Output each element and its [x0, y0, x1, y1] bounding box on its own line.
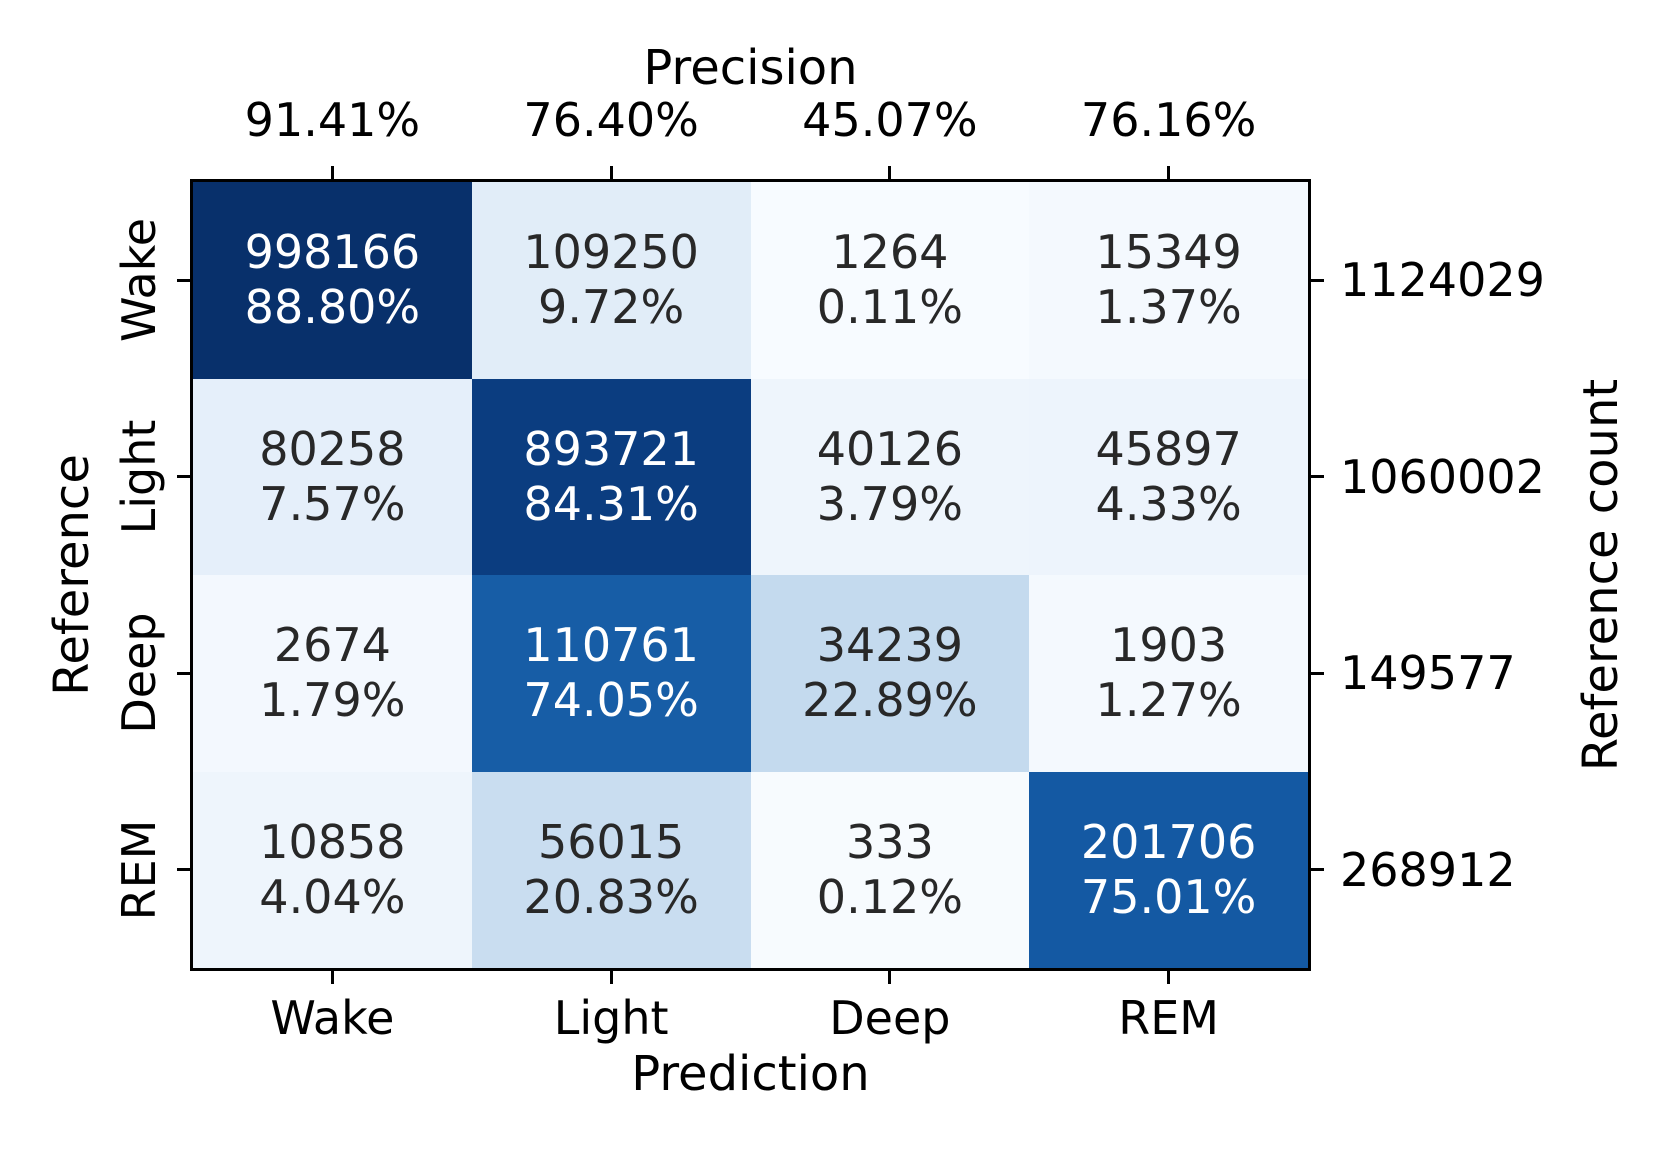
matrix-cell: 201706 75.01%	[1029, 771, 1308, 968]
tick-mark-top	[331, 166, 334, 179]
cell-percent: 3.79%	[816, 476, 963, 531]
cell-percent: 0.11%	[816, 280, 963, 335]
cell-percent: 88.80%	[244, 280, 421, 335]
cell-count: 34239	[816, 618, 964, 673]
cell-count: 110761	[523, 618, 699, 673]
tick-mark-top	[610, 166, 613, 179]
cell-percent: 75.01%	[1080, 869, 1257, 924]
cell-percent: 1.79%	[259, 673, 406, 728]
tick-mark-left	[177, 868, 190, 871]
matrix-cell: 109250 9.72%	[471, 182, 751, 379]
precision-value: 45.07%	[802, 93, 978, 147]
tick-mark-bottom	[1167, 971, 1170, 984]
prediction-labels-row: Wake Light Deep REM	[193, 994, 1308, 1042]
matrix-cell: 10858 4.04%	[193, 771, 472, 968]
cell-count: 109250	[523, 225, 699, 280]
tick-mark-right	[1311, 279, 1324, 282]
matrix-cell: 1903 1.27%	[1029, 575, 1308, 772]
reference-axis-title: Reference	[44, 454, 100, 696]
reference-count-value: 149577	[1340, 646, 1516, 700]
precision-value: 76.16%	[1080, 93, 1257, 147]
tick-mark-bottom	[610, 971, 613, 984]
cell-percent: 1.27%	[1095, 673, 1242, 728]
col-label-light: Light	[553, 991, 669, 1045]
matrix-cell: 56015 20.83%	[471, 771, 751, 968]
confusion-matrix-grid: 998166 88.80% 109250 9.72% 1264 0.11% 15…	[190, 179, 1311, 971]
tick-mark-bottom	[888, 971, 891, 984]
cell-count: 2674	[273, 618, 391, 673]
matrix-cell: 2674 1.79%	[193, 575, 472, 772]
prediction-axis-title: Prediction	[631, 1046, 870, 1102]
tick-mark-bottom	[331, 971, 334, 984]
cell-percent: 22.89%	[802, 673, 978, 728]
cell-percent: 74.05%	[523, 673, 699, 728]
reference-count-axis-title: Reference count	[1573, 378, 1629, 772]
cell-count: 56015	[537, 814, 685, 869]
matrix-cell: 893721 84.31%	[471, 378, 751, 575]
cell-count: 1903	[1110, 618, 1228, 673]
matrix-cell: 1264 0.11%	[750, 182, 1030, 379]
matrix-cell: 110761 74.05%	[471, 575, 751, 772]
cell-percent: 84.31%	[523, 476, 699, 531]
cell-count: 201706	[1080, 814, 1257, 869]
tick-mark-right	[1311, 868, 1324, 871]
row-label-wake: Wake	[112, 217, 166, 343]
tick-mark-left	[177, 475, 190, 478]
cell-count: 333	[845, 814, 934, 869]
cell-count: 10858	[259, 814, 406, 869]
matrix-cell: 45897 4.33%	[1029, 378, 1308, 575]
cell-percent: 9.72%	[538, 280, 685, 335]
matrix-cell: 40126 3.79%	[750, 378, 1030, 575]
cell-percent: 1.37%	[1095, 280, 1242, 335]
tick-mark-right	[1311, 672, 1324, 675]
precision-values-row: 91.41% 76.40% 45.07% 76.16%	[193, 96, 1308, 144]
cell-percent: 4.04%	[259, 869, 406, 924]
tick-mark-left	[177, 279, 190, 282]
cell-count: 80258	[259, 421, 406, 476]
row-label-deep: Deep	[112, 612, 166, 734]
matrix-cell: 333 0.12%	[750, 771, 1030, 968]
matrix-cell: 15349 1.37%	[1029, 182, 1308, 379]
reference-count-value: 268912	[1340, 843, 1516, 897]
col-label-deep: Deep	[829, 991, 951, 1045]
matrix-cell: 34239 22.89%	[750, 575, 1030, 772]
tick-mark-top	[888, 166, 891, 179]
tick-mark-left	[177, 672, 190, 675]
cell-count: 45897	[1095, 421, 1242, 476]
cell-count: 998166	[244, 225, 421, 280]
tick-mark-right	[1311, 475, 1324, 478]
matrix-cell: 80258 7.57%	[193, 378, 472, 575]
col-label-wake: Wake	[270, 991, 395, 1045]
cell-count: 40126	[816, 421, 964, 476]
cell-percent: 4.33%	[1095, 476, 1242, 531]
precision-axis-title: Precision	[643, 40, 858, 96]
precision-value: 91.41%	[244, 93, 421, 147]
cell-count: 15349	[1095, 225, 1242, 280]
cell-count: 1264	[831, 225, 949, 280]
precision-value: 76.40%	[523, 93, 699, 147]
row-label-light: Light	[112, 419, 166, 535]
reference-count-value: 1124029	[1340, 253, 1545, 307]
cell-percent: 7.57%	[259, 476, 406, 531]
cell-percent: 20.83%	[523, 869, 699, 924]
col-label-rem: REM	[1118, 991, 1219, 1045]
reference-count-value: 1060002	[1340, 450, 1545, 504]
cell-count: 893721	[523, 421, 699, 476]
row-label-rem: REM	[112, 819, 166, 921]
cell-percent: 0.12%	[816, 869, 963, 924]
matrix-cell: 998166 88.80%	[193, 182, 472, 379]
tick-mark-top	[1167, 166, 1170, 179]
